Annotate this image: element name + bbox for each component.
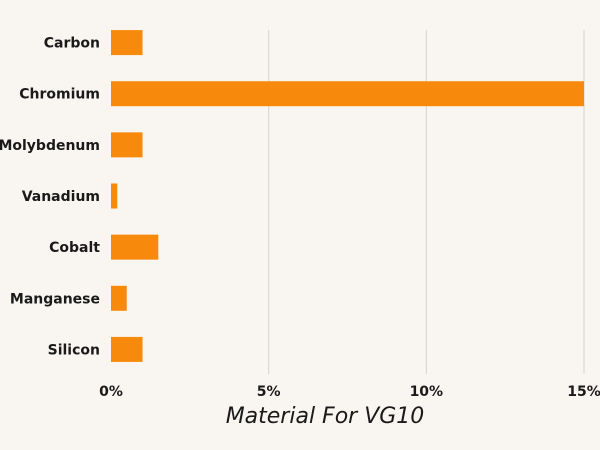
bar-molybdenum: [111, 132, 143, 158]
category-label: Chromium: [19, 87, 100, 103]
bar-silicon: [111, 336, 143, 362]
bar-chromium: [111, 81, 584, 107]
x-tick-label: 0%: [99, 384, 123, 400]
bar-cobalt: [111, 234, 159, 260]
category-label: Cobalt: [49, 240, 100, 256]
category-label: Manganese: [10, 291, 100, 307]
bar-vanadium: [111, 183, 118, 209]
category-label: Molybdenum: [0, 138, 100, 154]
x-axis-title: Material For VG10: [226, 404, 425, 429]
category-labels: Carbon Chromium Molybdenum Vanadium Cobalt Ma…: [0, 36, 100, 359]
bar-manganese: [111, 285, 127, 311]
category-label: Carbon: [44, 36, 100, 52]
x-tick-label: 15%: [567, 384, 600, 400]
bar-carbon: [111, 30, 143, 56]
x-tick-label: 10%: [410, 384, 444, 400]
category-label: Vanadium: [22, 189, 100, 205]
bar-layer: [111, 30, 584, 362]
x-tick-labels: 0% 5% 10% 15%: [99, 384, 600, 400]
category-label: Silicon: [48, 342, 100, 358]
x-tick-label: 5%: [257, 384, 281, 400]
